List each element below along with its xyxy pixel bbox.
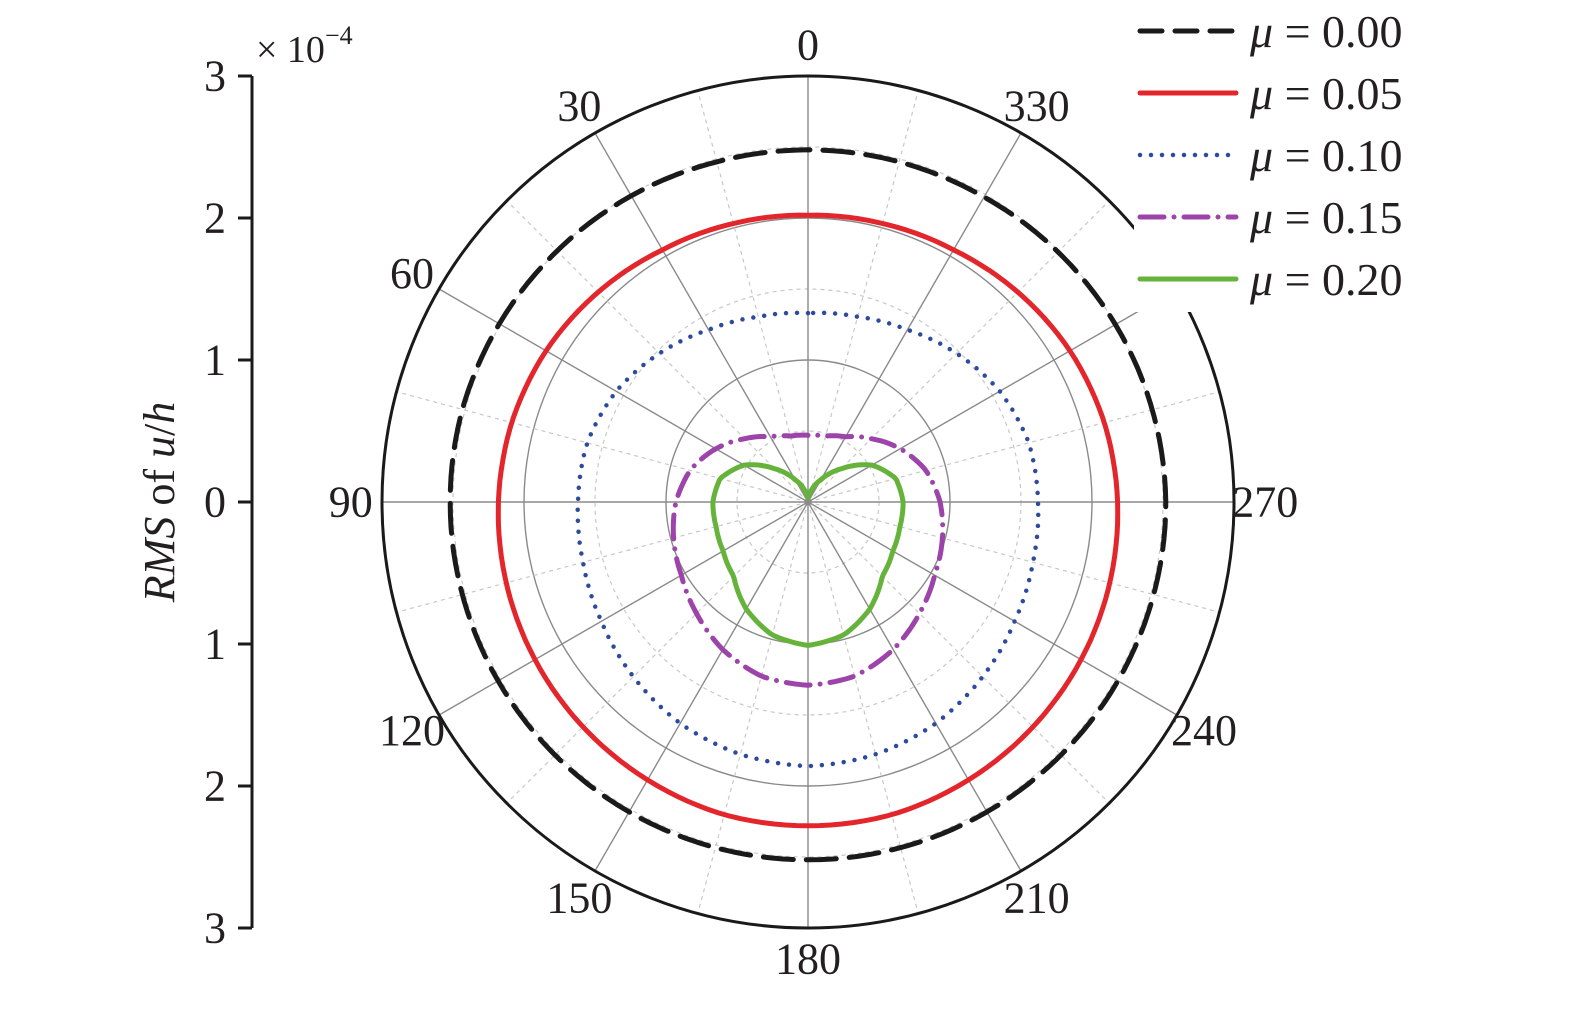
radial-axis-tick-label: 0 (204, 478, 226, 527)
legend-label-symbol: μ (1249, 192, 1273, 243)
grid-spoke-minor (807, 501, 1110, 804)
radial-axis-tick-label: 3 (204, 52, 226, 101)
angular-tick-label: 120 (379, 706, 445, 755)
radial-axis-tick-label: 2 (204, 762, 226, 811)
angular-tick-labels: 0 30 60 90 120 150 180 210 240 270 330 (329, 20, 1298, 983)
grid-spoke-minor (697, 90, 809, 503)
angular-tick-label: 60 (390, 249, 434, 298)
series-line-000 (447, 147, 1169, 863)
radial-axis-label-of: of (135, 458, 184, 517)
grid-spoke-minor (396, 501, 809, 613)
angular-tick-label: 210 (1004, 873, 1070, 922)
radial-axis-multiplier: × 10−4 (256, 21, 353, 71)
grid-spoke-minor (807, 501, 919, 914)
radial-axis-tick-label: 3 (204, 904, 226, 953)
series-group (447, 147, 1169, 863)
legend-label: μ = 0.10 (1249, 130, 1403, 181)
angular-tick-label: 90 (329, 478, 373, 527)
radial-axis-tick-label: 1 (204, 336, 226, 385)
grid-spoke-minor (807, 90, 919, 503)
legend: μ = 0.00μ = 0.05μ = 0.10μ = 0.15μ = 0.20 (1134, 0, 1575, 312)
legend-label-value: = 0.00 (1273, 6, 1402, 57)
series-line-005 (495, 212, 1121, 829)
legend-label-value: = 0.20 (1273, 254, 1402, 305)
polar-outer-ring (380, 74, 1236, 930)
legend-label-symbol: μ (1249, 6, 1273, 57)
grid-spoke-minor (506, 501, 809, 804)
grid-spoke-major (807, 501, 1178, 716)
radial-axis-label-rms: RMS (135, 517, 184, 604)
radial-axis-label-h: h (135, 402, 184, 424)
legend-label-value: = 0.15 (1273, 192, 1402, 243)
grid-spoke-major (807, 501, 1022, 872)
legend-label-symbol: μ (1249, 254, 1273, 305)
grid-spoke-major (807, 288, 1178, 503)
angular-tick-label: 330 (1004, 82, 1070, 131)
grid-spoke-minor (506, 200, 809, 503)
angular-tick-label: 30 (557, 82, 601, 131)
legend-label: μ = 0.00 (1249, 6, 1403, 57)
grid-spoke-major (594, 501, 809, 872)
angular-tick-label: 150 (546, 873, 612, 922)
angular-tick-label: 180 (775, 935, 841, 984)
series-line-015 (670, 432, 946, 688)
angular-tick-label: 270 (1232, 478, 1298, 527)
angular-tick-label: 0 (797, 20, 819, 69)
radial-axis-label-slash: / (135, 423, 184, 436)
series-line-020 (710, 462, 906, 648)
legend-label: μ = 0.15 (1249, 192, 1403, 243)
grid-spoke-major (438, 288, 809, 503)
polar-outer-circle (380, 74, 1236, 930)
grid-spoke-minor (396, 391, 809, 503)
radial-axis-multiplier-base: × 10 (256, 29, 325, 71)
legend-label: μ = 0.20 (1249, 254, 1403, 305)
legend-label-value: = 0.10 (1273, 130, 1402, 181)
legend-label: μ = 0.05 (1249, 68, 1403, 119)
grid-spoke-minor (807, 501, 1220, 613)
radial-axis-tick-label: 1 (204, 620, 226, 669)
radial-axis-label-u: u (135, 436, 184, 458)
legend-label-value: = 0.05 (1273, 68, 1402, 119)
radial-axis-tick-label: 2 (204, 194, 226, 243)
legend-label-symbol: μ (1249, 68, 1273, 119)
radial-axis: 3 2 1 0 1 2 3 (204, 52, 254, 953)
grid-spoke-major (807, 132, 1022, 503)
grid-spoke-major (594, 132, 809, 503)
legend-label-symbol: μ (1249, 130, 1273, 181)
radial-axis-label: RMS of u/h (135, 402, 184, 603)
grid-spoke-minor (697, 501, 809, 914)
series-line-010 (575, 310, 1041, 769)
grid-spoke-major (438, 501, 809, 716)
angular-tick-label: 240 (1171, 706, 1237, 755)
radial-axis-multiplier-exponent: −4 (325, 21, 353, 50)
polar-grid (382, 76, 1234, 928)
